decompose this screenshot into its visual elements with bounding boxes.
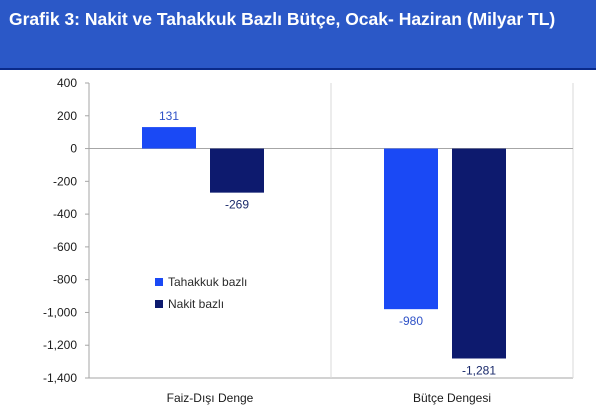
- chart-title: Grafik 3: Nakit ve Tahakkuk Bazlı Bütçe,…: [9, 9, 556, 29]
- y-tick-label: -400: [53, 207, 77, 221]
- data-label: -269: [225, 198, 249, 212]
- y-tick-label: -1,400: [43, 371, 77, 385]
- chart-header: Grafik 3: Nakit ve Tahakkuk Bazlı Bütçe,…: [0, 0, 596, 70]
- y-axis: 400 200 0 -200 -400 -600 -800 -1,000 -1,200 -1,40…: [43, 76, 89, 385]
- category-label: Faiz-Dışı Denge: [167, 391, 254, 405]
- data-label: 131: [159, 109, 179, 123]
- bar-nakit-faiz-disi-denge: [210, 148, 264, 193]
- legend: Tahakkuk bazlı Nakit bazlı: [155, 275, 247, 311]
- y-tick-label: 200: [57, 109, 77, 123]
- y-tick-label: -600: [53, 240, 77, 254]
- y-tick-label: -800: [53, 273, 77, 287]
- bar-tahakkuk-butce-dengesi: [384, 148, 438, 310]
- bar-tahakkuk-faiz-disi-denge: [142, 127, 196, 149]
- data-labels: 131 -980 -269 -1,281: [159, 109, 496, 377]
- bar-nakit-butce-dengesi: [452, 148, 506, 359]
- y-tick-label: -200: [53, 174, 77, 188]
- y-tick-label: 0: [70, 142, 77, 156]
- category-label: Bütçe Dengesi: [413, 391, 491, 405]
- y-tick-label: -1,200: [43, 338, 77, 352]
- y-tick-label: 400: [57, 76, 77, 90]
- data-label: -1,281: [462, 363, 496, 377]
- x-axis: Faiz-Dışı Denge Bütçe Dengesi: [167, 391, 491, 405]
- legend-label: Tahakkuk bazlı: [168, 275, 247, 289]
- y-tick-label: -1,000: [43, 305, 77, 319]
- legend-swatch: [155, 278, 163, 286]
- legend-swatch: [155, 300, 163, 308]
- legend-label: Nakit bazlı: [168, 297, 224, 311]
- bars: [142, 127, 506, 359]
- data-label: -980: [399, 314, 423, 328]
